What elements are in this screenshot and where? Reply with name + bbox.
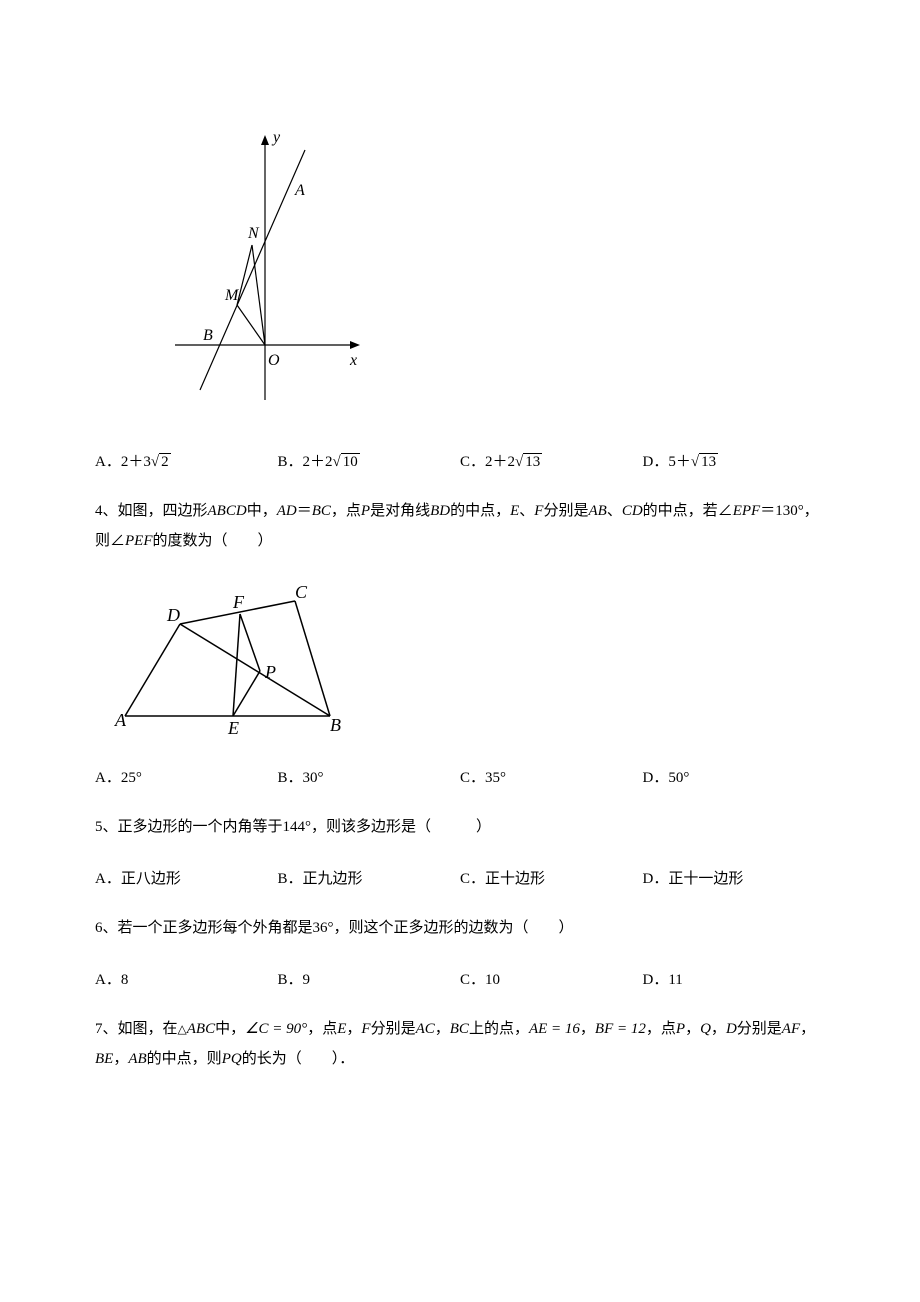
q5-option-a: A．正八边形	[95, 867, 278, 888]
q4-option-d: D．50°	[643, 766, 826, 787]
option-label: A．	[95, 454, 121, 470]
q5-option-c: C．正十边形	[460, 867, 643, 888]
q4-option-b: B．30°	[278, 766, 461, 787]
q3-option-c: C．2＋213	[460, 450, 643, 471]
q5-options: A．正八边形 B．正九边形 C．正十边形 D．正十一边形	[95, 867, 825, 888]
point-p: P	[264, 662, 276, 682]
vertex-d: D	[166, 605, 180, 625]
q4-options: A．25° B．30° C．35° D．50°	[95, 766, 825, 787]
point-a: A	[294, 182, 305, 199]
q4-option-c: C．35°	[460, 766, 643, 787]
q6-option-b: B．9	[278, 968, 461, 989]
axis-label-y: y	[271, 129, 281, 146]
q3-option-a: A．2＋32	[95, 450, 278, 471]
axis-label-x: x	[349, 352, 357, 369]
q5-option-d: D．正十一边形	[643, 867, 826, 888]
q4-text: 4、如图，四边形ABCD中，AD＝BC，点P是对角线BD的中点，E、F分别是AB…	[95, 496, 825, 556]
q3-option-d: D．5＋13	[643, 450, 826, 471]
vertex-c: C	[295, 582, 308, 602]
q5-option-b: B．正九边形	[278, 867, 461, 888]
q5-text: 5、正多边形的一个内角等于144°，则该多边形是（ ）	[95, 812, 825, 842]
q6-options: A．8 B．9 C．10 D．11	[95, 968, 825, 989]
q3-option-b: B．2＋210	[278, 450, 461, 471]
point-m: M	[224, 287, 240, 304]
q6-option-a: A．8	[95, 968, 278, 989]
q6-text: 6、若一个正多边形每个外角都是36°，则这个正多边形的边数为（ ）	[95, 913, 825, 943]
option-label: B．	[278, 454, 303, 470]
point-b: B	[203, 327, 213, 344]
point-o: O	[268, 352, 280, 369]
q4-option-a: A．25°	[95, 766, 278, 787]
vertex-a: A	[114, 710, 127, 730]
q6-option-d: D．11	[643, 968, 826, 989]
q3-options: A．2＋32 B．2＋210 C．2＋213 D．5＋13	[95, 450, 825, 471]
point-f: F	[232, 592, 245, 612]
point-n: N	[247, 225, 260, 242]
figure-quadrilateral: A B C D E F P	[105, 576, 825, 736]
q7-text: 7、如图，在△ABC中，∠C = 90°，点E，F分别是AC，BC上的点，AE …	[95, 1014, 825, 1074]
figure-coordinate-system: y x A N M B O	[155, 120, 825, 420]
option-label: D．	[643, 454, 669, 470]
option-label: C．	[460, 454, 485, 470]
vertex-b: B	[330, 715, 341, 735]
point-e: E	[227, 718, 239, 736]
q6-option-c: C．10	[460, 968, 643, 989]
